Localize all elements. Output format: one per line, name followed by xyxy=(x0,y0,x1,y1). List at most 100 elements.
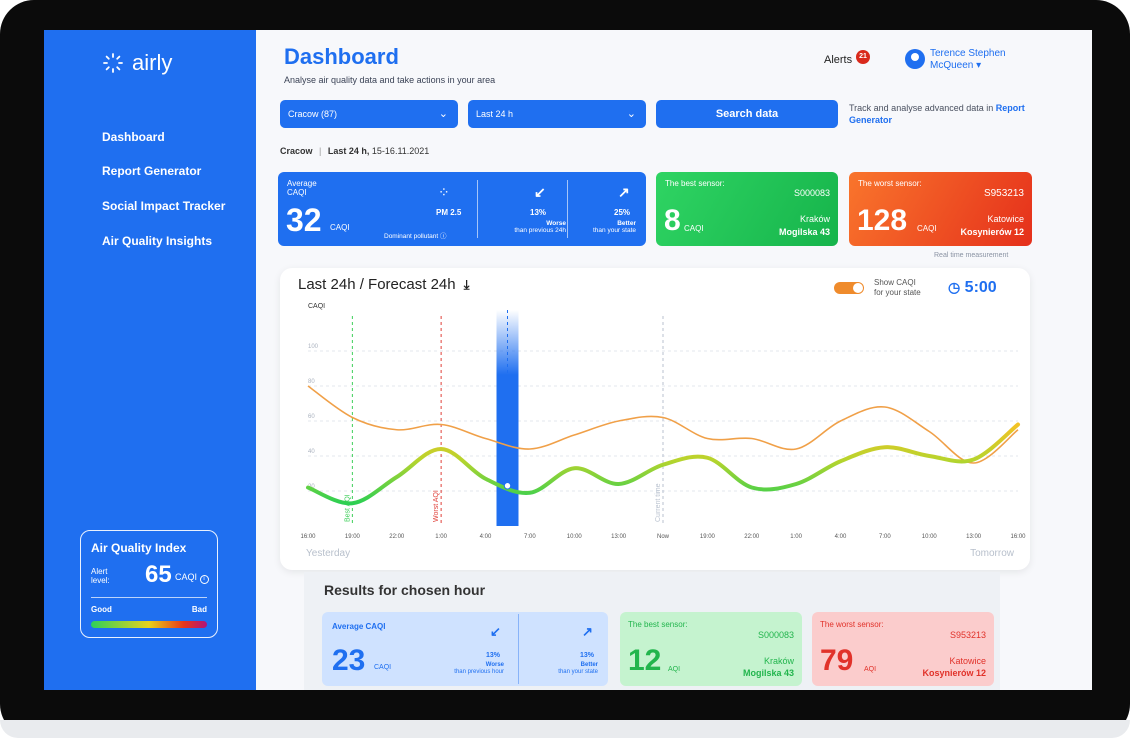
alert-level-value: 65 xyxy=(145,561,172,588)
worse-label: Worse than previous 24h xyxy=(490,220,566,234)
alerts-count-badge: 21 xyxy=(856,50,870,64)
sidebar-item-dashboard[interactable]: Dashboard xyxy=(102,130,165,144)
x-tick-label: 19:00 xyxy=(700,534,716,540)
divider xyxy=(567,180,568,238)
yesterday-label: Yesterday xyxy=(306,548,351,559)
results-average-label: Average CAQI xyxy=(332,622,386,631)
results-title: Results for chosen hour xyxy=(324,582,486,598)
page-subtitle: Analyse air quality data and take action… xyxy=(284,75,496,85)
report-generator-link[interactable]: Report Generator xyxy=(849,103,1025,125)
period-select-value: Last 24 h xyxy=(476,109,514,119)
results-average-value: 23 xyxy=(332,644,366,677)
worst-sensor-street: Kosynierów 12 xyxy=(960,227,1024,237)
worse-pct: 13% xyxy=(530,208,547,217)
period-select[interactable]: Last 24 h ⌄ xyxy=(468,100,646,128)
x-tick-label: 13:00 xyxy=(611,534,627,540)
worst-sensor-id: S953213 xyxy=(983,188,1024,199)
worst-sensor-value: 128 xyxy=(857,204,908,237)
logo-text: airly xyxy=(132,50,173,75)
caret-down-icon: ▾ xyxy=(976,60,982,71)
worst-sensor-unit: CAQI xyxy=(917,224,937,233)
breadcrumb-city: Cracow xyxy=(280,146,313,156)
toggle-label-line2: for your state xyxy=(874,288,921,297)
x-tick-label: 16:00 xyxy=(1010,534,1026,540)
airly-logo[interactable]: airly xyxy=(102,50,172,76)
download-icon[interactable]: ⤓ xyxy=(463,277,470,292)
results-best-sensor-card[interactable]: The best sensor: S000083 12 AQI Kraków M… xyxy=(620,612,802,686)
x-tick-label: 1:00 xyxy=(435,534,447,540)
results-best-unit: AQI xyxy=(668,666,681,673)
x-tick-label: Now xyxy=(657,534,670,540)
pollutant-label: Dominant pollutant ⓘ xyxy=(384,230,470,240)
best-sensor-city: Kraków xyxy=(799,214,830,224)
search-data-button[interactable]: Search data xyxy=(656,100,838,128)
info-icon[interactable]: ⓘ xyxy=(440,233,447,240)
alert-level-unit: CAQI i xyxy=(175,572,209,584)
results-better-label: Better than your state xyxy=(522,662,598,676)
best-sensor-value: 8 xyxy=(664,204,681,237)
better-label-line2: than your state xyxy=(593,227,636,234)
x-tick-label: 19:00 xyxy=(345,534,361,540)
show-caqi-toggle[interactable] xyxy=(834,282,864,294)
worse-label-line1: Worse xyxy=(546,220,566,227)
alert-level-label: Alert level: xyxy=(91,567,110,585)
results-worse-line1: Worse xyxy=(485,662,504,668)
y-tick-label: 80 xyxy=(308,379,315,385)
results-best-value: 12 xyxy=(628,644,662,677)
sidebar: airly Dashboard Report Generator Social … xyxy=(44,30,256,690)
chevron-down-icon: ⌄ xyxy=(438,108,448,120)
x-tick-label: 22:00 xyxy=(389,534,405,540)
results-worse-pct: 13% xyxy=(486,652,501,659)
real-time-note: Real time measurement xyxy=(934,252,1009,259)
info-icon[interactable]: i xyxy=(199,575,209,584)
user-menu[interactable]: Terence Stephen McQueen ▾ xyxy=(930,48,1040,72)
results-better-line1: Better xyxy=(580,662,598,668)
results-average-unit: CAQI xyxy=(374,664,392,671)
results-worst-id: S953213 xyxy=(949,630,986,640)
y-tick-label: 40 xyxy=(308,449,315,455)
x-tick-label: 16:00 xyxy=(300,534,316,540)
track-text: Track and analyse advanced data in xyxy=(849,103,994,113)
series-line-caqi xyxy=(306,422,1020,506)
x-tick-label: 10:00 xyxy=(922,534,938,540)
results-average-card: Average CAQI 23 CAQI ↙ 13% Worse than pr… xyxy=(322,612,608,686)
results-worst-street: Kosynierów 12 xyxy=(922,668,986,678)
best-sensor-card[interactable]: The best sensor: S000083 8 CAQI Kraków M… xyxy=(656,172,838,246)
chart-title: Last 24h / Forecast 24h ⤓ xyxy=(298,276,470,293)
alerts-link[interactable]: Alerts xyxy=(824,54,853,66)
chart-card: CAQI 20 40 60 80 100 Best AQI Worst AQI Current … xyxy=(280,268,1030,570)
sidebar-item-report-generator[interactable]: Report Generator xyxy=(102,164,202,178)
marker-label: Best AQI xyxy=(344,494,351,522)
results-better-pct: 13% xyxy=(580,652,595,659)
x-tick-label: 13:00 xyxy=(966,534,982,540)
results-best-id: S000083 xyxy=(757,630,794,640)
toggle-label: Show CAQI for your state xyxy=(874,278,944,298)
worst-sensor-card[interactable]: The worst sensor: S953213 128 CAQI Katow… xyxy=(849,172,1032,246)
divider xyxy=(518,614,519,684)
x-tick-label: 22:00 xyxy=(744,534,760,540)
scale-good-label: Good xyxy=(91,605,112,614)
arrow-down-left-icon: ↙ xyxy=(534,184,546,200)
results-best-city: Kraków xyxy=(763,656,794,666)
time-selector[interactable]: ◷ 5:00 xyxy=(948,279,997,297)
divider xyxy=(477,180,478,238)
page-title: Dashboard xyxy=(284,44,399,69)
results-section: Results for chosen hour Average CAQI 23 … xyxy=(304,572,1000,690)
arrow-up-right-icon: ↗ xyxy=(582,624,593,639)
location-select[interactable]: Cracow (87) ⌄ xyxy=(280,100,458,128)
results-worst-city: Katowice xyxy=(949,656,986,666)
avatar[interactable] xyxy=(905,49,925,69)
marker-label: Current time xyxy=(655,483,662,522)
sidebar-item-social-impact-tracker[interactable]: Social Impact Tracker xyxy=(102,199,226,213)
arrow-up-right-icon: ↗ xyxy=(618,184,630,200)
sidebar-item-air-quality-insights[interactable]: Air Quality Insights xyxy=(102,234,213,248)
results-worst-value: 79 xyxy=(820,644,854,677)
x-tick-label: 1:00 xyxy=(790,534,802,540)
x-tick-label: 4:00 xyxy=(835,534,847,540)
user-name: Terence Stephen McQueen xyxy=(930,48,1006,71)
clock-time: 5:00 xyxy=(964,279,997,296)
air-quality-index-widget: Air Quality Index Alert level: 65 CAQI i… xyxy=(80,530,218,638)
results-worst-sensor-card[interactable]: The worst sensor: S953213 79 AQI Katowic… xyxy=(812,612,994,686)
worst-sensor-label: The worst sensor: xyxy=(858,179,922,188)
